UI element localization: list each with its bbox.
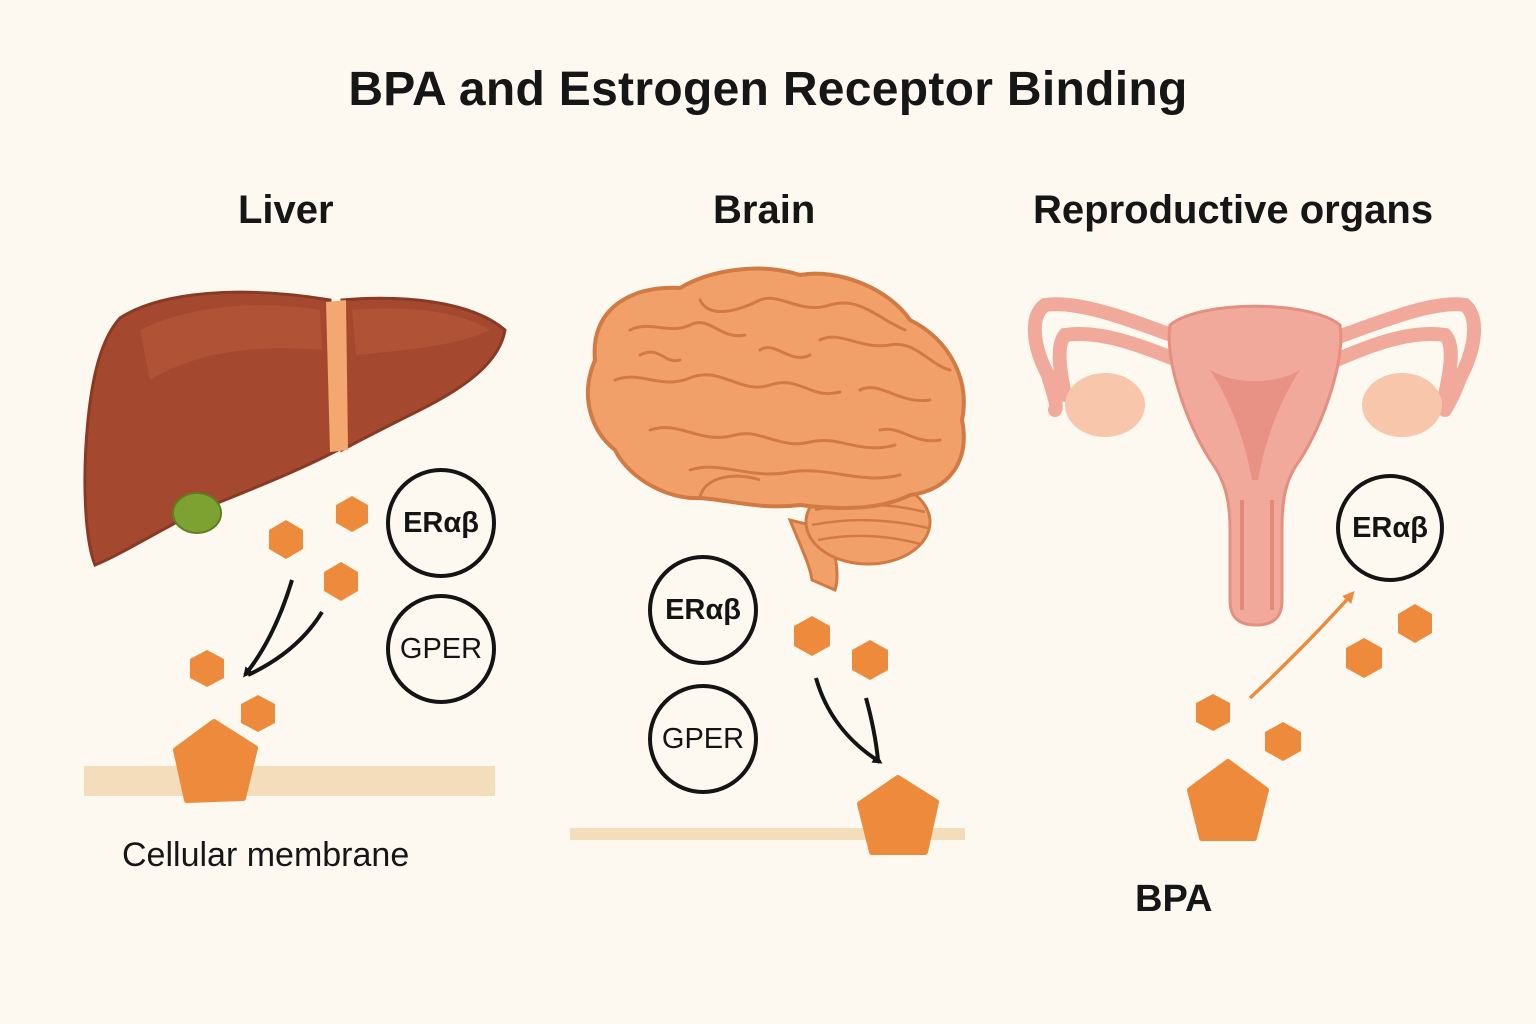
left-fallopian-tube <box>1027 297 1192 417</box>
bpa-hexagon <box>241 695 275 732</box>
receptor-label: ERαβ <box>665 593 741 626</box>
bpa-pentagon <box>1187 759 1269 841</box>
bpa-hexagon <box>1265 722 1301 761</box>
right-fallopian-tube <box>1323 297 1482 417</box>
left-ovary <box>1065 373 1145 437</box>
repro-arrow <box>1248 591 1355 700</box>
bpa-hexagon <box>336 496 368 532</box>
liver-er-receptor: ERαβ <box>386 468 496 578</box>
bpa-label: BPA <box>1135 878 1213 920</box>
gallbladder <box>172 492 222 534</box>
bpa-hexagon <box>1346 638 1382 678</box>
receptor-label: ERαβ <box>403 506 479 539</box>
bpa-hexagon <box>852 640 888 680</box>
bpa-pentagon <box>857 775 939 855</box>
bpa-hexagon <box>794 616 830 656</box>
brain-er-receptor: ERαβ <box>648 555 758 665</box>
bpa-hexagon <box>1398 604 1432 643</box>
bpa-pentagon <box>173 719 258 803</box>
uterus-illustration <box>1027 297 1482 627</box>
brain-arrow-1 <box>814 677 883 764</box>
membrane-label: Cellular membrane <box>122 836 410 874</box>
liver-arrow-2 <box>247 610 324 677</box>
brain-arrow-2 <box>864 697 880 761</box>
brain-illustration <box>586 266 966 593</box>
cerebrum <box>586 266 966 510</box>
diagram-title: BPA and Estrogen Receptor Binding <box>348 63 1188 116</box>
repro-er-receptor: ERαβ <box>1336 474 1444 582</box>
brain-gper-receptor: GPER <box>648 684 758 794</box>
brain-heading: Brain <box>713 188 816 232</box>
receptor-label: GPER <box>661 722 745 755</box>
bpa-hexagon <box>1196 694 1230 731</box>
liver-gper-receptor: GPER <box>386 594 496 704</box>
liver-arrow-1 <box>243 579 294 678</box>
receptor-label: GPER <box>399 632 483 665</box>
liver-membrane <box>84 766 495 796</box>
bpa-hexagon <box>324 562 358 601</box>
bpa-hexagon <box>190 650 224 687</box>
receptor-label: ERαβ <box>1352 511 1428 544</box>
reproductive-heading: Reproductive organs <box>1033 188 1434 232</box>
liver-heading: Liver <box>238 188 334 232</box>
liver-ligament <box>326 300 348 452</box>
bpa-hexagon <box>269 520 303 559</box>
right-ovary <box>1362 373 1442 437</box>
liver-illustration <box>83 290 507 567</box>
